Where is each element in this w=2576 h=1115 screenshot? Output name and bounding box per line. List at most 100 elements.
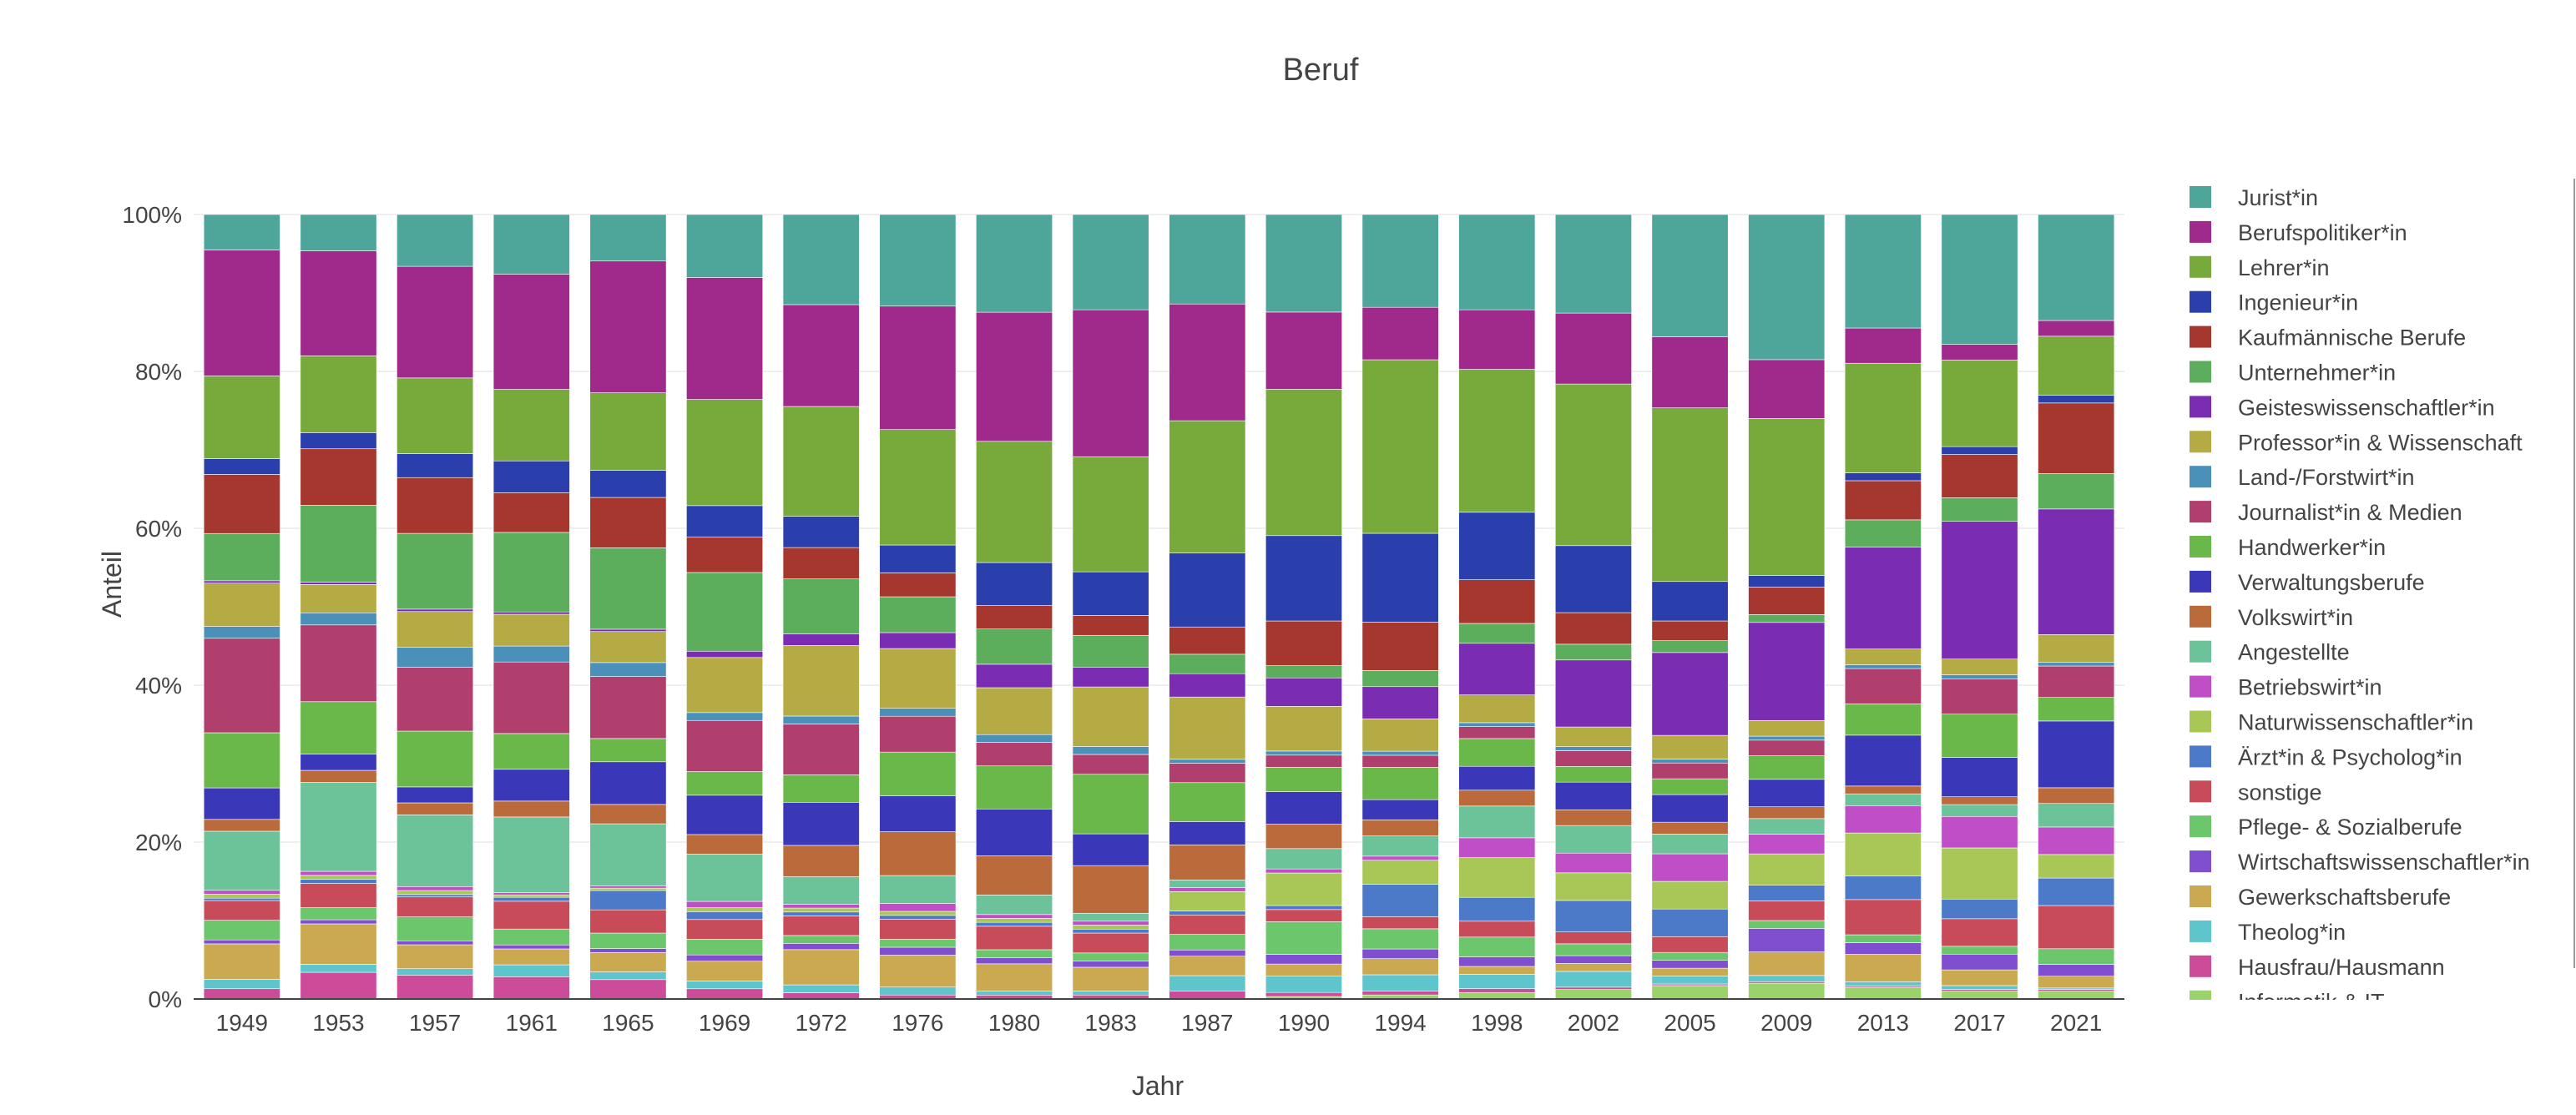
bar-segment[interactable] <box>1844 934 1922 943</box>
bar-segment[interactable] <box>397 214 474 267</box>
bar-segment[interactable] <box>1554 809 1632 826</box>
bar-segment[interactable] <box>397 453 474 478</box>
bar-segment[interactable] <box>1941 985 2018 990</box>
bar-segment[interactable] <box>492 645 570 663</box>
bar-segment[interactable] <box>1072 952 1149 961</box>
bar-segment[interactable] <box>2038 877 2115 906</box>
bar-segment[interactable] <box>976 628 1053 665</box>
bar-segment[interactable] <box>1072 966 1149 991</box>
bar-segment[interactable] <box>397 667 474 732</box>
bar-segment[interactable] <box>300 879 377 884</box>
bar-segment[interactable] <box>589 676 667 739</box>
bar-segment[interactable] <box>1458 214 1536 310</box>
bar-segment[interactable] <box>1169 653 1246 674</box>
legend-item[interactable]: Handwerker*in <box>2190 535 2386 560</box>
bar-segment[interactable] <box>1554 643 1632 661</box>
bar-segment[interactable] <box>1265 311 1342 390</box>
bar-segment[interactable] <box>686 834 764 855</box>
bar-segment[interactable] <box>203 580 280 583</box>
bar-segment[interactable] <box>1169 782 1246 822</box>
bar-segment[interactable] <box>976 663 1053 689</box>
bar-segment[interactable] <box>2038 826 2115 855</box>
bar-segment[interactable] <box>879 596 957 633</box>
legend-item[interactable]: Ärzt*in & Psycholog*in <box>2190 744 2462 769</box>
bar-segment[interactable] <box>203 532 280 582</box>
bar-segment[interactable] <box>1554 312 1632 385</box>
bar-segment[interactable] <box>589 260 667 393</box>
bar-segment[interactable] <box>1554 931 1632 945</box>
bar-segment[interactable] <box>1265 791 1342 825</box>
bar-segment[interactable] <box>782 214 860 305</box>
bar-segment[interactable] <box>1748 928 1826 952</box>
bar-segment[interactable] <box>1361 767 1439 800</box>
bar-segment[interactable] <box>300 923 377 965</box>
bar-segment[interactable] <box>1361 799 1439 820</box>
bar-segment[interactable] <box>686 537 764 573</box>
bar-segment[interactable] <box>492 816 570 893</box>
bar-segment[interactable] <box>1844 942 1922 955</box>
bar-segment[interactable] <box>1361 214 1439 308</box>
bar-segment[interactable] <box>492 928 570 946</box>
bar-segment[interactable] <box>976 991 1053 996</box>
bar-segment[interactable] <box>1361 991 1439 996</box>
bar-segment[interactable] <box>1265 535 1342 622</box>
bar-segment[interactable] <box>1844 327 1922 364</box>
bar-segment[interactable] <box>782 984 860 993</box>
bar-segment[interactable] <box>1169 914 1246 935</box>
bar-segment[interactable] <box>879 573 957 598</box>
bar-segment[interactable] <box>300 907 377 921</box>
bar-segment[interactable] <box>1072 634 1149 668</box>
bar-segment[interactable] <box>397 944 474 969</box>
bar-segment[interactable] <box>492 894 570 898</box>
bar-segment[interactable] <box>686 901 764 908</box>
bar-segment[interactable] <box>782 992 860 1000</box>
bar-segment[interactable] <box>1169 763 1246 784</box>
bar-segment[interactable] <box>1169 956 1246 976</box>
bar-segment[interactable] <box>589 885 667 889</box>
bar-segment[interactable] <box>1458 790 1536 807</box>
bar-segment[interactable] <box>686 214 764 278</box>
legend-item[interactable]: Kaufmännische Berufe <box>2190 325 2466 351</box>
bar-segment[interactable] <box>782 304 860 407</box>
bar-segment[interactable] <box>2038 787 2115 805</box>
bar-segment[interactable] <box>976 921 1053 927</box>
bar-segment[interactable] <box>492 613 570 647</box>
bar-segment[interactable] <box>397 894 474 898</box>
bar-segment[interactable] <box>782 943 860 951</box>
legend-item[interactable]: Wirtschaftswissenschaftler*in <box>2190 850 2530 875</box>
bar-segment[interactable] <box>1072 309 1149 457</box>
bar-segment[interactable] <box>1748 951 1826 976</box>
bar-segment[interactable] <box>589 214 667 262</box>
bar-segment[interactable] <box>1941 344 2018 361</box>
bar-segment[interactable] <box>300 505 377 583</box>
bar-segment[interactable] <box>1554 726 1632 747</box>
bar-segment[interactable] <box>1651 936 1729 953</box>
bar-segment[interactable] <box>1265 872 1342 906</box>
bar-segment[interactable] <box>1651 794 1729 823</box>
bar-segment[interactable] <box>782 724 860 775</box>
bar-segment[interactable] <box>1651 951 1729 961</box>
bar-segment[interactable] <box>1072 667 1149 688</box>
bar-segment[interactable] <box>1265 991 1342 997</box>
bar-segment[interactable] <box>1941 360 2018 447</box>
bar-segment[interactable] <box>879 939 957 948</box>
bar-segment[interactable] <box>203 474 280 534</box>
bar-segment[interactable] <box>1844 519 1922 548</box>
bar-segment[interactable] <box>1844 785 1922 795</box>
bar-segment[interactable] <box>203 732 280 789</box>
bar-segment[interactable] <box>1941 674 2018 679</box>
bar-segment[interactable] <box>1941 658 2018 675</box>
bar-segment[interactable] <box>1458 936 1536 957</box>
bar-segment[interactable] <box>976 918 1053 923</box>
bar-segment[interactable] <box>1748 975 1826 982</box>
bar-segment[interactable] <box>976 895 1053 916</box>
bar-segment[interactable] <box>1458 722 1536 727</box>
bar-segment[interactable] <box>1844 472 1922 482</box>
bar-segment[interactable] <box>686 907 764 912</box>
bar-segment[interactable] <box>1361 928 1439 950</box>
bar-segment[interactable] <box>782 645 860 717</box>
bar-segment[interactable] <box>782 406 860 517</box>
bar-segment[interactable] <box>203 787 280 820</box>
bar-segment[interactable] <box>1169 214 1246 305</box>
bar-segment[interactable] <box>782 633 860 646</box>
